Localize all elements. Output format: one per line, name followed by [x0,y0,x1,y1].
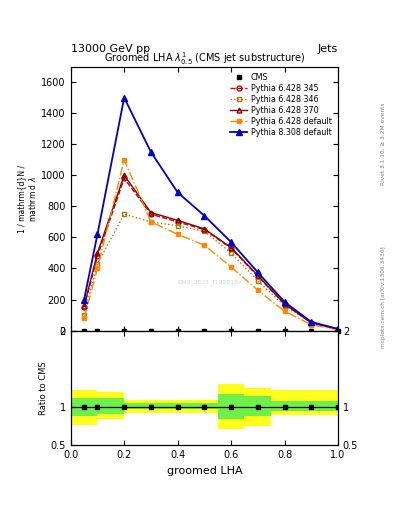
Text: mcplots.cern.ch [arXiv:1306.3436]: mcplots.cern.ch [arXiv:1306.3436] [381,246,386,348]
Y-axis label: 1 / mathrm{d}N /
mathrm d $\lambda$: 1 / mathrm{d}N / mathrm d $\lambda$ [17,164,39,232]
Text: CMS_2021_I192018x: CMS_2021_I192018x [177,279,242,285]
X-axis label: groomed LHA: groomed LHA [167,466,242,476]
Text: 13000 GeV pp: 13000 GeV pp [71,44,150,54]
Legend: CMS, Pythia 6.428 345, Pythia 6.428 346, Pythia 6.428 370, Pythia 6.428 default,: CMS, Pythia 6.428 345, Pythia 6.428 346,… [227,71,334,139]
Text: Jets: Jets [318,44,338,54]
Y-axis label: Ratio to CMS: Ratio to CMS [39,361,48,415]
Text: Rivet 3.1.10, ≥ 3.2M events: Rivet 3.1.10, ≥ 3.2M events [381,102,386,185]
Title: Groomed LHA $\lambda^{1}_{0.5}$ (CMS jet substructure): Groomed LHA $\lambda^{1}_{0.5}$ (CMS jet… [104,50,305,67]
